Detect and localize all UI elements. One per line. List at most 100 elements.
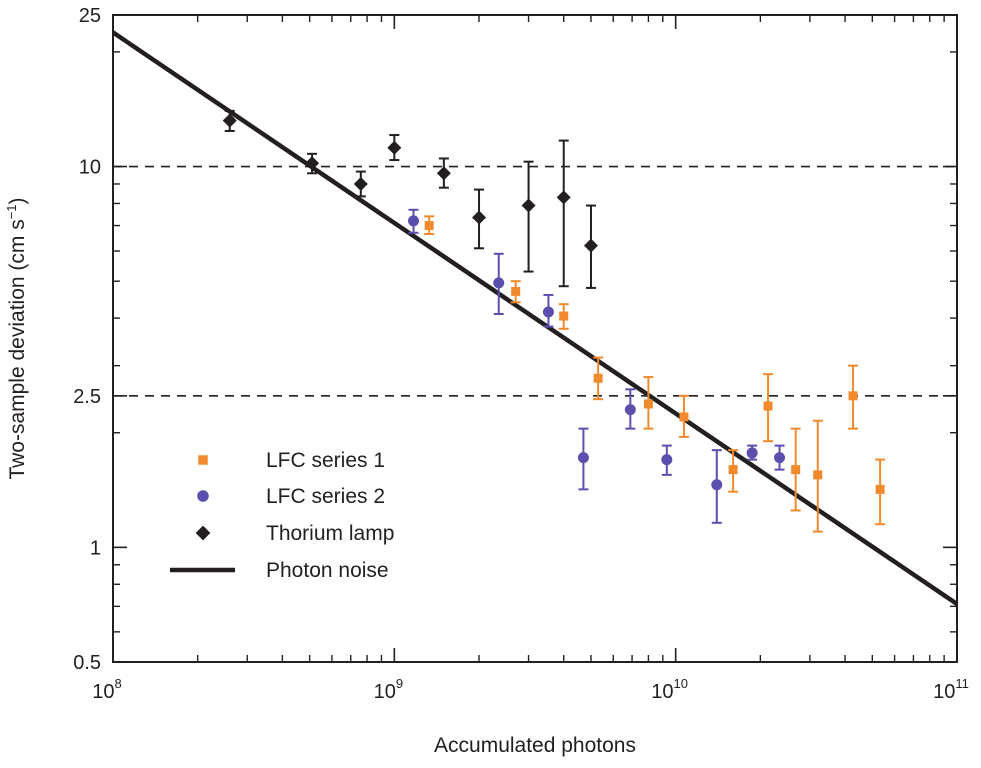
point-marker — [875, 484, 885, 494]
y-axis-label: Two-sample deviation (cm s−1) — [4, 197, 29, 479]
point-marker — [791, 465, 801, 475]
data-point — [493, 252, 505, 316]
y-axis-label-text: Two-sample deviation (cm s — [6, 219, 29, 479]
data-point — [583, 204, 598, 289]
x-tick-label-exponent: 9 — [396, 676, 403, 691]
x-tick-label: 108 — [92, 676, 121, 703]
data-points-layer — [222, 109, 886, 533]
legend-label: Thorium lamp — [266, 522, 394, 545]
data-point — [875, 458, 886, 526]
x-axis-label: Accumulated photons — [434, 734, 636, 757]
y-axis-label-suffix: ) — [6, 197, 29, 204]
point-marker — [305, 156, 320, 171]
data-point — [353, 170, 368, 198]
data-point — [661, 444, 673, 476]
legend-label: LFC series 2 — [266, 485, 385, 508]
x-tick-label-exponent: 11 — [955, 676, 969, 691]
legend-label: LFC series 1 — [266, 449, 385, 472]
point-marker — [559, 311, 569, 321]
point-marker — [436, 166, 451, 181]
point-marker — [643, 399, 653, 409]
point-marker — [774, 452, 786, 464]
data-point — [424, 215, 435, 236]
x-tick-label: 109 — [374, 676, 403, 703]
data-point — [678, 394, 689, 438]
x-tick-label-base: 10 — [92, 681, 114, 703]
plot-frame — [112, 14, 958, 663]
legend-entry: Thorium lamp — [195, 522, 394, 545]
point-marker — [679, 412, 689, 422]
reference-lines — [113, 165, 957, 397]
point-marker — [593, 373, 603, 383]
data-point — [812, 419, 823, 533]
point-marker — [746, 447, 758, 459]
data-point — [577, 427, 589, 491]
y-tick-label: 0.5 — [73, 652, 101, 674]
point-marker — [222, 113, 237, 128]
point-marker — [408, 215, 420, 227]
data-point — [774, 444, 786, 471]
series-lfc-series-2 — [408, 208, 786, 524]
y-tick-label: 1 — [90, 537, 101, 559]
point-marker — [493, 277, 505, 289]
y-tick-label: 10 — [79, 157, 101, 179]
point-marker — [624, 404, 636, 416]
point-marker — [661, 454, 673, 466]
legend-entry: LFC series 1 — [198, 449, 385, 472]
legend-label: Photon noise — [266, 559, 389, 582]
legend-marker — [197, 490, 209, 502]
point-marker — [583, 238, 598, 253]
data-point — [521, 160, 536, 273]
x-tick-label-base: 10 — [933, 681, 955, 703]
data-point — [408, 208, 420, 234]
data-point — [556, 139, 571, 288]
data-point — [643, 376, 654, 430]
data-point — [746, 444, 758, 461]
point-marker — [556, 190, 571, 205]
data-point — [624, 388, 636, 430]
point-marker — [848, 391, 858, 401]
point-marker — [728, 465, 738, 475]
x-tick-label-exponent: 8 — [115, 676, 122, 691]
point-marker — [353, 176, 368, 191]
point-marker — [521, 198, 536, 213]
point-marker — [472, 210, 487, 225]
legend-entry: Photon noise — [170, 559, 389, 582]
point-marker — [542, 306, 554, 318]
y-tick-label: 2.5 — [73, 386, 101, 408]
series-lfc-series-1 — [424, 215, 886, 533]
point-marker — [763, 401, 773, 411]
data-point — [558, 303, 569, 330]
data-point — [728, 449, 739, 493]
data-point — [472, 188, 487, 250]
data-point — [436, 157, 451, 189]
data-point — [542, 293, 554, 328]
legend-marker — [198, 455, 208, 465]
data-point — [763, 373, 774, 443]
data-point — [222, 109, 237, 132]
point-marker — [577, 452, 589, 464]
x-tick-label-base: 10 — [374, 681, 396, 703]
x-tick-label-base: 10 — [651, 681, 673, 703]
data-point — [711, 449, 723, 524]
data-point — [790, 427, 801, 512]
point-marker — [711, 479, 723, 491]
legend-marker — [195, 525, 211, 541]
x-tick-label: 1010 — [651, 676, 688, 703]
point-marker — [511, 286, 521, 296]
series-thorium-lamp — [222, 109, 598, 289]
x-tick-label: 1011 — [933, 676, 969, 703]
legend-entry: LFC series 2 — [197, 485, 385, 508]
legend: LFC series 1 LFC series 2 Thorium lamp Phot… — [170, 449, 394, 582]
data-point — [510, 280, 521, 304]
point-marker — [387, 140, 402, 155]
y-tick-label: 25 — [79, 5, 101, 27]
data-point — [305, 152, 320, 175]
data-point — [593, 356, 604, 401]
data-point — [387, 134, 402, 162]
point-marker — [813, 470, 823, 480]
photon-noise-line — [111, 30, 959, 606]
y-axis-label-exponent: −1 — [4, 204, 19, 219]
